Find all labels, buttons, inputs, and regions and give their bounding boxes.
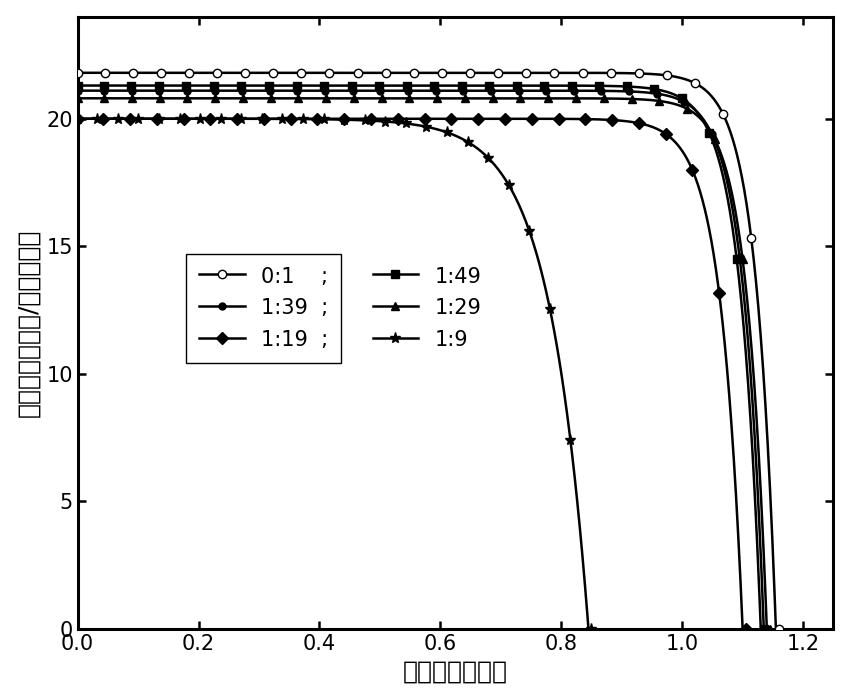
- X-axis label: 电压　（伏特）: 电压 （伏特）: [403, 659, 508, 683]
- Y-axis label: 电流密度（毫安/平方厘米）: 电流密度（毫安/平方厘米）: [17, 229, 41, 417]
- Legend: 1:49, 1:29, 1:9: 1:49, 1:29, 1:9: [360, 253, 495, 363]
